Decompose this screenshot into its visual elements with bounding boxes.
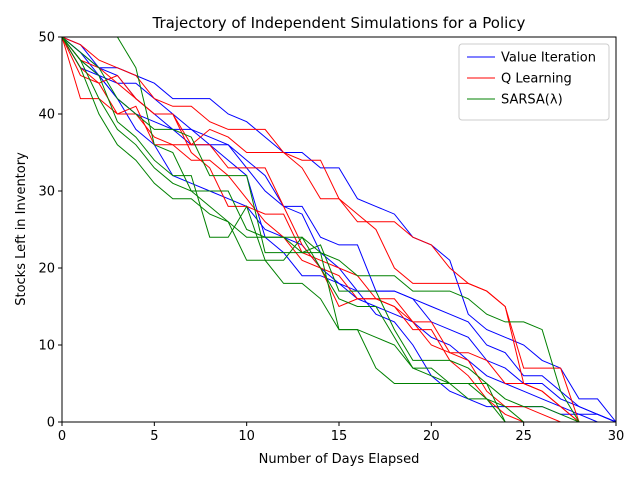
x-tick-label: 20 [423,429,440,444]
y-tick-label: 40 [38,108,55,123]
y-axis-label: Stocks Left in Inventory [14,152,29,306]
x-tick-label: 5 [150,429,158,444]
legend-box [458,43,610,121]
y-tick-label: 20 [38,262,55,277]
x-axis: 0 5 10 15 20 25 30 [58,422,624,444]
series-line-11 [61,36,616,423]
y-tick-label: 10 [38,339,55,354]
x-tick-label: 30 [608,429,625,444]
series-line-7 [61,36,616,423]
x-tick-label: 0 [58,429,66,444]
legend: Value Iteration Q Learning SARSA(λ) [458,43,610,121]
x-tick-label: 15 [331,429,348,444]
legend-entry: Value Iteration [501,51,596,66]
y-axis: 0 10 20 30 40 50 [38,31,62,431]
series-line-0 [61,36,617,423]
series-line-10 [116,36,616,423]
y-tick-label: 30 [38,185,55,200]
chart-title: Trajectory of Independent Simulations fo… [152,14,526,32]
x-tick-label: 25 [515,429,532,444]
legend-entry: SARSA(λ) [501,93,563,108]
legend-entry: Q Learning [501,72,572,87]
y-tick-label: 50 [38,31,55,46]
x-axis-label: Number of Days Elapsed [259,452,420,467]
y-tick-label: 0 [47,416,55,431]
x-tick-label: 10 [238,429,255,444]
